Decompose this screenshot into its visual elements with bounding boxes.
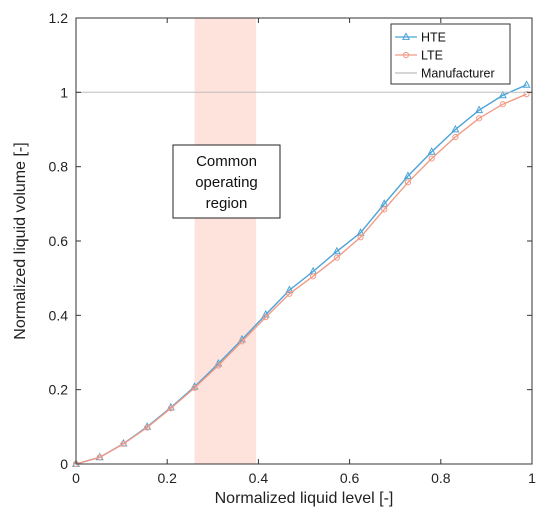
legend-frame bbox=[390, 23, 511, 85]
shaded-region-layer bbox=[194, 18, 257, 464]
point-hte bbox=[498, 90, 507, 99]
series-line-hte bbox=[75, 84, 527, 465]
point-hte bbox=[356, 228, 365, 236]
annotation-line-3: region bbox=[206, 195, 248, 212]
legend-label-hte: HTE bbox=[421, 31, 446, 45]
y-axis-label: Normalized liquid volume [-] bbox=[12, 142, 29, 339]
annotation-line-2: operating bbox=[195, 174, 258, 191]
legend-label-manufacturer: Manufacturer bbox=[421, 67, 495, 81]
point-lte bbox=[523, 91, 530, 98]
y-tick-label: 0.4 bbox=[49, 307, 69, 323]
point-lte bbox=[357, 234, 364, 241]
point-lte bbox=[286, 290, 293, 297]
series-line-lte bbox=[75, 93, 527, 465]
legend: HTE LTE Manufacturer bbox=[390, 23, 511, 85]
point-lte bbox=[381, 206, 388, 213]
point-hte bbox=[522, 80, 531, 88]
annotation-line-1: Common bbox=[196, 153, 257, 170]
point-lte bbox=[167, 405, 174, 412]
x-tick-label: 0.8 bbox=[431, 470, 451, 486]
point-lte bbox=[96, 454, 103, 461]
y-tick-label: 0.8 bbox=[49, 159, 69, 175]
point-lte bbox=[120, 440, 127, 448]
point-lte bbox=[333, 254, 340, 261]
point-lte bbox=[238, 338, 246, 345]
annotation-frame bbox=[172, 144, 281, 219]
point-lte bbox=[144, 424, 151, 431]
legend-entry-hte: HTE bbox=[395, 31, 446, 45]
y-tick-label: 0.2 bbox=[49, 382, 69, 398]
legend-marker-lte bbox=[402, 51, 410, 59]
point-lte bbox=[499, 101, 506, 108]
y-tick-label: 1.2 bbox=[49, 10, 69, 26]
y-tick-label: 0.6 bbox=[49, 233, 69, 249]
y-tick-label: 1 bbox=[60, 84, 68, 100]
point-hte bbox=[427, 147, 436, 155]
point-hte bbox=[332, 246, 341, 255]
legend-entry-manufacturer: Manufacturer bbox=[395, 67, 495, 81]
x-axis-label: Normalized liquid level [-] bbox=[215, 490, 394, 507]
x-tick-label: 0 bbox=[72, 470, 80, 486]
series-layer bbox=[71, 80, 532, 468]
point-hte bbox=[475, 105, 484, 114]
x-tick-label: 0.4 bbox=[249, 470, 269, 486]
x-tick-label: 0.2 bbox=[157, 470, 177, 486]
point-lte bbox=[476, 115, 483, 122]
point-lte bbox=[428, 155, 435, 162]
point-hte bbox=[380, 199, 389, 207]
point-lte bbox=[452, 133, 459, 141]
shaded-region bbox=[194, 18, 257, 464]
x-tick-label: 0.6 bbox=[340, 470, 360, 486]
x-tick-label: 1 bbox=[528, 470, 536, 486]
point-lte bbox=[215, 362, 222, 369]
series-hte bbox=[71, 80, 531, 467]
point-hte bbox=[451, 124, 460, 133]
legend-label-lte: LTE bbox=[421, 49, 443, 63]
legend-marker-hte bbox=[401, 32, 411, 40]
point-lte bbox=[310, 273, 317, 280]
point-hte bbox=[285, 285, 294, 293]
annotation-box: Common operating region bbox=[172, 144, 281, 219]
point-lte bbox=[404, 179, 412, 186]
point-lte bbox=[191, 384, 198, 391]
tick-layer: 0 0.2 0.4 0.6 0.8 1 0 0.2 0.4 0.6 0.8 1 1.2 bbox=[49, 10, 537, 486]
y-tick-label: 0 bbox=[60, 456, 68, 472]
legend-entry-lte: LTE bbox=[395, 49, 443, 63]
point-hte bbox=[403, 171, 413, 179]
series-lte bbox=[72, 91, 530, 468]
point-lte bbox=[262, 314, 269, 321]
plot-frame bbox=[75, 17, 533, 465]
